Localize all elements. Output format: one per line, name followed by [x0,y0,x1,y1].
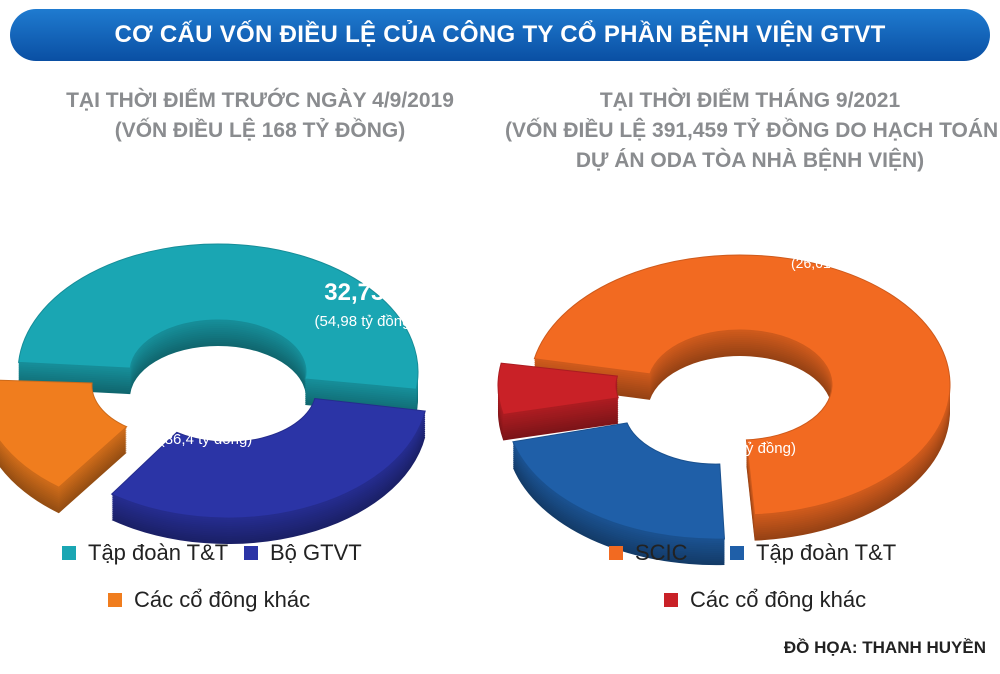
donut-chart-1: 51,43% (86,4 tỷ đồng) 32,73% (54,98 tỷ đồng… [0,192,426,545]
chart-title: CƠ CẤU VỐN ĐIỀU LỆ CỦA CÔNG TY CỔ PHẦN B… [114,21,886,48]
legend-label: Tập đoàn T&T [756,540,897,565]
legend-swatch [609,546,623,560]
title-banner: CƠ CẤU VỐN ĐIỀU LỆ CỦA CÔNG TY CỔ PHẦN B… [10,9,990,61]
slice-amount-label: (54,98 tỷ đồng) [315,313,416,330]
right-subtitle-line1: TẠI THỜI ĐIỂM THÁNG 9/2021 [599,89,901,112]
legend-item: Tập đoàn T&T [62,540,228,566]
slice-amount-label: (86,4 tỷ đồng) [676,228,769,245]
legend-item: Các cổ đông khác [108,587,310,613]
left-subtitle-line1: TẠI THỜI ĐIỂM TRƯỚC NGÀY 4/9/2019 [66,89,454,112]
legend-item: Bộ GTVT [244,540,362,566]
slice [497,362,619,416]
right-subtitle-line2: (VỐN ĐIỀU LỆ 391,459 TỶ ĐỒNG DO HẠCH TOÁ… [505,119,999,142]
legend-item: SCIC [609,540,688,566]
legend-item: Tập đoàn T&T [730,540,896,566]
left-subtitle: TẠI THỜI ĐIỂM TRƯỚC NGÀY 4/9/2019 (VỐN Đ… [20,86,500,146]
slice-amount-label: (26,616 tỷ đồng) [791,255,893,271]
left-subtitle-line2: (VỐN ĐIỀU LỆ 168 TỶ ĐỒNG) [114,119,406,142]
slice-percent-label: 22,07% [681,194,762,221]
slice [110,398,426,519]
legend-swatch [244,546,258,560]
graphic-credit: ĐỒ HỌA: THANH HUYỀN [783,638,986,657]
donut-chart-2: 71,13% (278,4437 tỷ đồng) 22,07% (86,4 tỷ đ… [497,194,951,566]
legend-label: Các cổ đông khác [690,587,867,612]
slice-percent-label: 15,84% [174,192,255,219]
slice [0,379,128,488]
slice [533,254,951,516]
slice-amount-label: (26,62 tỷ đồng) [165,226,266,243]
legend-swatch [664,593,678,607]
legend-label: Bộ GTVT [270,540,362,565]
slice-percent-label: 32,73% [324,279,405,306]
legend-label: Các cổ đông khác [134,587,311,612]
legend-swatch [730,546,744,560]
right-subtitle-line3: DỰ ÁN ODA TÒA NHÀ BỆNH VIỆN) [575,149,925,172]
legend-swatch [62,546,76,560]
legend-label: SCIC [635,540,688,565]
slice-percent-label: 51,43% [165,397,246,424]
slice-amount-label: (278,4437 tỷ đồng) [670,440,796,457]
right-subtitle: TẠI THỜI ĐIỂM THÁNG 9/2021 (VỐN ĐIỀU LỆ … [505,86,999,176]
slice-amount-label: (86,4 tỷ đồng) [160,431,253,448]
legend-item: Các cổ đông khác [664,587,866,613]
legend-label: Tập đoàn T&T [88,540,229,565]
slice [512,422,726,540]
slice-percent-label: 71,13% [692,406,773,433]
slice [18,243,419,390]
legend-swatch [108,593,122,607]
slice-percent-label: 6,8% [819,225,865,247]
